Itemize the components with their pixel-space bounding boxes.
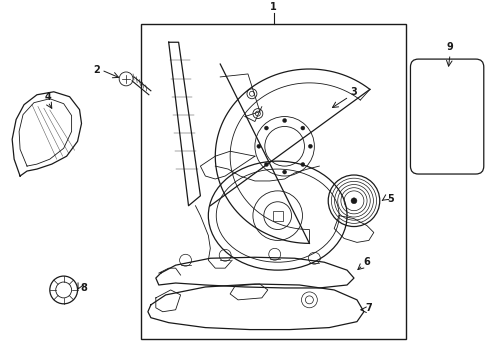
Bar <box>141 24 406 339</box>
Text: 3: 3 <box>350 87 357 97</box>
Text: 7: 7 <box>365 303 371 313</box>
Circle shape <box>256 144 260 148</box>
Circle shape <box>264 162 268 166</box>
Circle shape <box>300 126 304 130</box>
Circle shape <box>282 118 286 122</box>
Circle shape <box>308 144 312 148</box>
Circle shape <box>300 162 304 166</box>
Text: 2: 2 <box>93 65 100 75</box>
Text: 8: 8 <box>80 283 87 293</box>
Circle shape <box>282 170 286 174</box>
Circle shape <box>264 126 268 130</box>
Text: 1: 1 <box>270 1 277 12</box>
Circle shape <box>350 198 356 204</box>
Text: 4: 4 <box>44 92 51 102</box>
Text: 9: 9 <box>446 42 452 52</box>
Text: 5: 5 <box>386 194 393 204</box>
Bar <box>272 211 282 221</box>
Text: 6: 6 <box>363 257 369 267</box>
